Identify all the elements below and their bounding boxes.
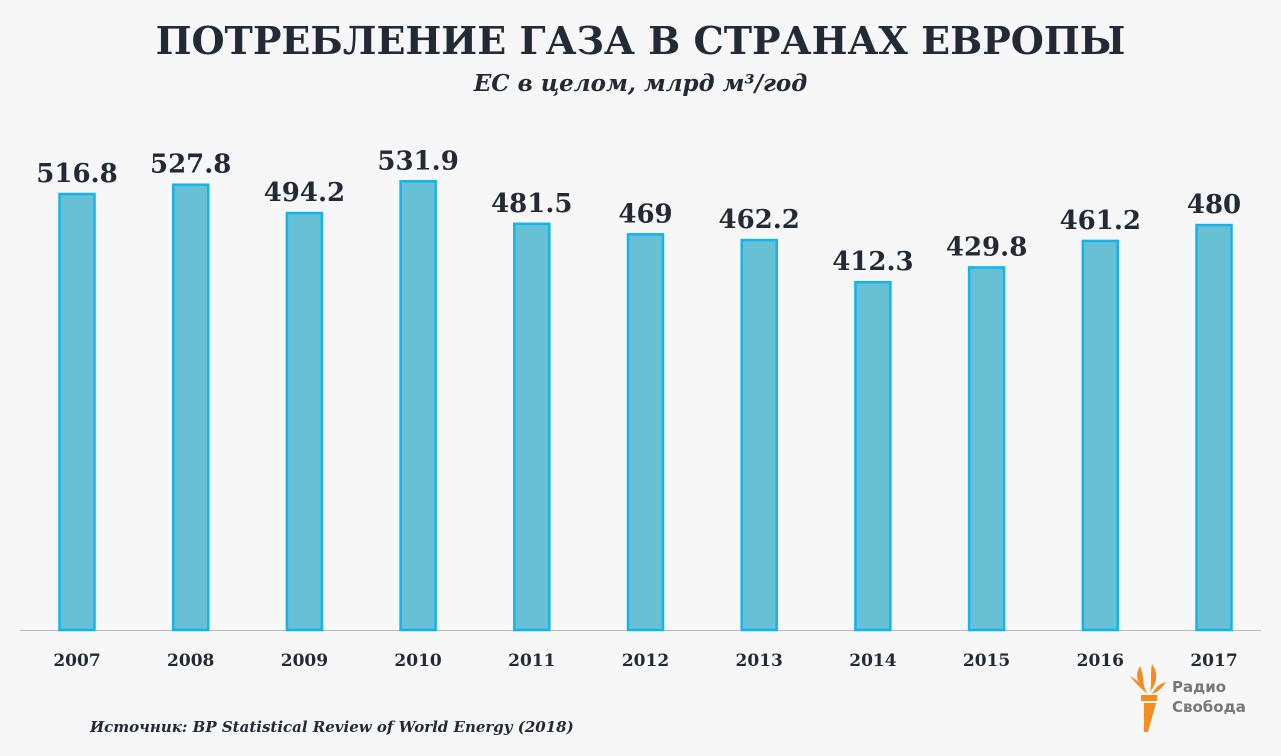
x-tick-label: 2015 [963, 651, 1010, 671]
bar-2016 [1081, 239, 1120, 632]
bar-2014 [854, 280, 892, 632]
x-tick-label: 2008 [167, 651, 214, 671]
bar-2012 [626, 233, 665, 632]
data-label-2017: 480 [1187, 190, 1241, 220]
source-note: Источник: BP Statistical Review of World… [90, 718, 574, 736]
x-tick-label: 2009 [281, 651, 328, 671]
bar-2010 [399, 180, 437, 632]
chart-subtitle: ЕС в целом, млрд м³/год [473, 70, 808, 97]
torch-icon [1130, 664, 1166, 732]
bar-2015 [967, 266, 1006, 632]
data-label-2016: 461.2 [1060, 206, 1141, 236]
bar-2013 [740, 238, 778, 632]
radio-svoboda-logo: Радио Свобода [1128, 662, 1258, 732]
x-tick-label: 2011 [508, 651, 555, 671]
data-label-2011: 481.5 [491, 189, 572, 219]
logo-line1: Радио [1172, 678, 1227, 696]
data-label-2010: 531.9 [377, 146, 458, 176]
data-label-2007: 516.8 [36, 159, 117, 189]
x-tick-label: 2013 [736, 651, 783, 671]
x-tick-label: 2017 [1190, 651, 1237, 671]
data-label-2013: 462.2 [718, 205, 799, 235]
data-label-2014: 412.3 [832, 247, 913, 277]
bar-2017 [1195, 223, 1233, 632]
logo-line2: Свобода [1172, 698, 1246, 716]
bar-2009 [285, 211, 324, 632]
x-tick-label: 2007 [53, 651, 100, 671]
x-tick-label: 2010 [394, 651, 441, 671]
bar-2011 [513, 222, 551, 632]
x-tick-label: 2012 [622, 651, 669, 671]
chart-title: ПОТРЕБЛЕНИЕ ГАЗА В СТРАНАХ ЕВРОПЫ [155, 18, 1126, 63]
x-tick-label: 2016 [1077, 651, 1124, 671]
bar-2007 [58, 192, 96, 632]
x-tick-label: 2014 [849, 651, 896, 671]
data-label-2008: 527.8 [150, 150, 231, 180]
bar-2008 [171, 183, 210, 632]
data-label-2009: 494.2 [264, 178, 345, 208]
data-label-2015: 429.8 [946, 232, 1027, 262]
data-label-2012: 469 [618, 199, 672, 229]
bar-chart: 516.8 2007 527.8 2008 494.2 2009 531.9 2010 481.… [20, 146, 1261, 671]
